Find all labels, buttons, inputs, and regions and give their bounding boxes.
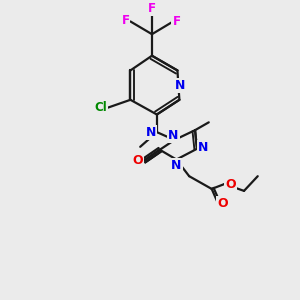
Text: N: N (171, 159, 182, 172)
Text: O: O (225, 178, 236, 190)
Text: N: N (168, 129, 179, 142)
Text: O: O (132, 154, 142, 167)
Text: F: F (172, 15, 180, 28)
Text: N: N (146, 126, 156, 139)
Text: F: F (148, 2, 156, 15)
Text: Cl: Cl (95, 101, 107, 114)
Text: N: N (175, 79, 185, 92)
Text: O: O (217, 197, 228, 210)
Text: N: N (198, 141, 208, 154)
Text: F: F (122, 14, 130, 27)
